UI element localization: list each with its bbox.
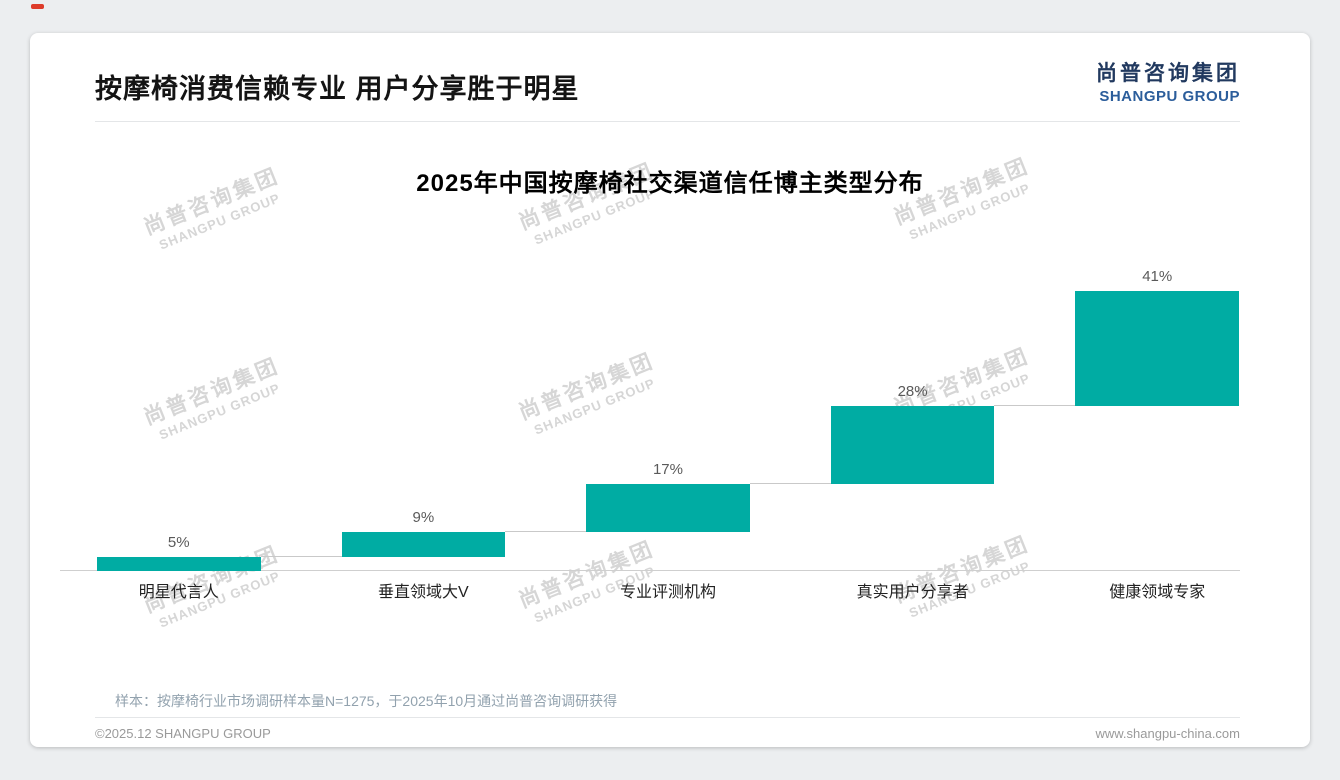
footer-url: www.shangpu-china.com (1095, 726, 1240, 741)
bar-2 (341, 531, 506, 557)
logo-cn-text: 尚普咨询集团 (1096, 62, 1240, 85)
chart: 2025年中国按摩椅社交渠道信任博主类型分布 5% 9% 17% 28% 41% 明星代… (30, 168, 1310, 605)
plot-wrap: 5% 9% 17% 28% 41% 明星代言人 垂直领域大V 专业评测机构 真实用户分享者 健康… (60, 269, 1240, 605)
connector-line (260, 556, 342, 557)
footer: ©2025.12 SHANGPU GROUP www.shangpu-china… (95, 717, 1240, 741)
logo: 尚普咨询集团 SHANGPU GROUP (1096, 61, 1240, 106)
bar-value-label: 17% (652, 461, 683, 479)
bar-value-label: 9% (412, 508, 435, 526)
category-row: 明星代言人 垂直领域大V 专业评测机构 真实用户分享者 健康领域专家 (97, 571, 1239, 605)
connector-line (505, 530, 587, 532)
footer-copyright: ©2025.12 SHANGPU GROUP (95, 726, 271, 741)
category-label: 真实用户分享者 (856, 584, 969, 601)
card-content: 按摩椅消费信赖专业 用户分享胜于明星 尚普咨询集团 SHANGPU GROUP … (30, 33, 1310, 747)
bar-3 (586, 484, 750, 532)
bar-1 (97, 557, 261, 571)
connector-line (994, 404, 1076, 406)
category-label: 健康领域专家 (1109, 584, 1206, 601)
bar-value-label: 5% (167, 534, 190, 551)
connector-line (749, 483, 831, 485)
bar-value-label: 41% (1142, 268, 1173, 285)
top-left-accent (31, 4, 44, 9)
plot-area: 5% 9% 17% 28% 41% (60, 269, 1240, 571)
bar-5 (1075, 291, 1239, 406)
sample-note: 样本：按摩椅行业市场调研样本量N=1275，于2025年10月通过尚普咨询调研获… (115, 693, 618, 709)
category-label: 明星代言人 (138, 584, 219, 601)
category-label: 垂直领域大V (378, 584, 469, 601)
x-axis-line (60, 570, 1240, 571)
bar-value-label: 28% (897, 382, 928, 400)
report-card: 尚普咨询集团 SHANGPU GROUP 尚普咨询集团 SHANGPU GROUP 尚普… (30, 33, 1310, 747)
logo-en-text: SHANGPU GROUP (1099, 88, 1240, 105)
bar-4 (830, 405, 995, 485)
page-title: 按摩椅消费信赖专业 用户分享胜于明星 (95, 74, 580, 104)
header: 按摩椅消费信赖专业 用户分享胜于明星 尚普咨询集团 SHANGPU GROUP (95, 33, 1240, 122)
chart-title: 2025年中国按摩椅社交渠道信任博主类型分布 (416, 170, 924, 197)
category-label: 专业评测机构 (619, 584, 716, 601)
